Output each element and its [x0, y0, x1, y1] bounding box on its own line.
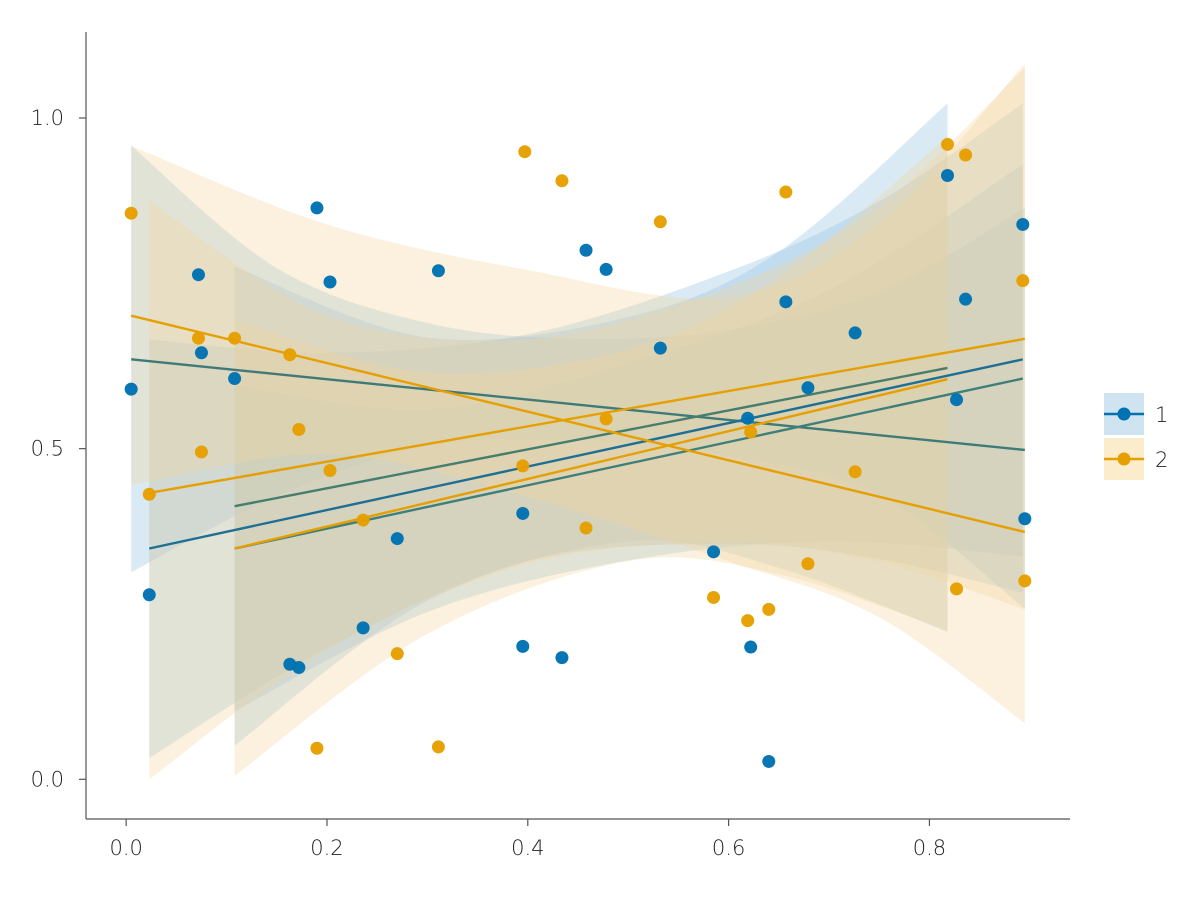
- series-2-point-15: [555, 174, 569, 188]
- series-1-point-15: [555, 651, 569, 665]
- series-1-point-8: [310, 201, 324, 215]
- series-2-point-18: [653, 215, 667, 229]
- series-1-point-30: [1018, 512, 1032, 526]
- series-1-point-23: [779, 295, 793, 309]
- series-2-point-22: [762, 602, 776, 616]
- x-tick-label-4: 0.6: [712, 836, 745, 860]
- series-1-point-27: [950, 393, 964, 407]
- series-1-point-10: [356, 621, 370, 635]
- series-2-point-3: [191, 331, 205, 345]
- series-2-point-29: [1016, 274, 1030, 288]
- series-1-point-9: [323, 275, 337, 289]
- series-2-point-24: [801, 557, 815, 571]
- y-tick-label-2: 0.5: [31, 437, 64, 461]
- series-2-point-2: [142, 487, 156, 501]
- series-1-point-7: [292, 661, 306, 675]
- series-1-confidence-band-1: [131, 145, 1025, 609]
- series-2-point-14: [518, 145, 532, 159]
- series-1-point-19: [707, 545, 721, 559]
- series-2-point-27: [950, 582, 964, 596]
- x-tick-label-1: 0.0: [109, 836, 142, 860]
- series-2-fit-line-3: [234, 378, 948, 550]
- series-2-point-17: [599, 412, 613, 426]
- tick-labels: 0.0 0.2 0.4 0.6 0.8 0.0 0.5 1.0: [31, 106, 947, 860]
- series-1-point-26: [941, 169, 955, 183]
- series-2-point-13: [516, 459, 530, 473]
- x-tick-label-2: 0.2: [310, 836, 343, 860]
- y-tick-label-3: 1.0: [31, 106, 64, 130]
- series-1-point-3: [191, 268, 205, 282]
- series-1-point-20: [741, 411, 755, 425]
- series-1-point-18: [653, 341, 667, 355]
- series-2-point-4: [194, 445, 208, 459]
- series-2-point-7: [292, 422, 306, 436]
- series-2-point-1: [124, 206, 138, 220]
- series-1-point-28: [959, 292, 973, 306]
- series-2-point-8: [310, 741, 324, 755]
- series-1-confidence-band-3: [234, 103, 948, 746]
- x-tick-label-3: 0.4: [511, 836, 544, 860]
- series-2-point-6: [283, 348, 297, 362]
- series-2-point-19: [707, 590, 721, 604]
- data-points: [124, 137, 1032, 768]
- axes: [85, 32, 1070, 820]
- series-1-point-21: [744, 640, 758, 654]
- series-2-point-10: [356, 513, 370, 527]
- series-2-point-21: [744, 425, 758, 439]
- series-2-point-23: [779, 185, 793, 199]
- series-2-point-28: [959, 148, 973, 162]
- series-1-confidence-band-2: [149, 103, 1023, 759]
- series-1-point-25: [848, 326, 862, 340]
- series-2-point-11: [390, 647, 404, 661]
- series-2-point-20: [741, 614, 755, 628]
- series-2-point-5: [228, 331, 242, 345]
- series-1-fit-line-3: [234, 366, 948, 508]
- series-1-confidence-band-4: [234, 164, 1023, 712]
- series-2-fit-line-1: [130, 314, 1026, 534]
- series-1-point-12: [431, 264, 445, 278]
- series-1-point-11: [390, 532, 404, 546]
- y-tick-label-1: 0.0: [31, 767, 64, 791]
- series-2-fit-line-2: [149, 337, 1026, 495]
- series-1-point-22: [762, 754, 776, 768]
- confidence-bands: [131, 63, 1025, 780]
- series-2-point-30: [1018, 574, 1032, 588]
- series-1-fit-line-2: [149, 358, 1024, 550]
- series-2-confidence-band-2: [149, 67, 1025, 780]
- series-2-point-12: [431, 740, 445, 754]
- series-1-point-29: [1016, 217, 1030, 231]
- legend: 12: [1104, 393, 1168, 480]
- series-1-point-1: [124, 382, 138, 396]
- series-2-confidence-band-1: [131, 63, 1025, 724]
- x-tick-label-5: 0.8: [913, 836, 946, 860]
- series-2-point-16: [579, 521, 593, 535]
- series-1-point-4: [194, 346, 208, 360]
- series-1-point-2: [142, 588, 156, 602]
- series-2-point-25: [848, 465, 862, 479]
- series-2-confidence-band-3: [234, 136, 948, 777]
- series-1-fit-line-1: [131, 358, 1025, 452]
- legend-swatch-marker-2: [1117, 452, 1131, 466]
- legend-swatch-marker-1: [1117, 407, 1131, 421]
- series-1-point-14: [516, 639, 530, 653]
- legend-label-1: 1: [1155, 403, 1168, 427]
- series-2-point-26: [941, 137, 955, 151]
- series-1-point-16: [579, 243, 593, 257]
- series-2-point-9: [323, 463, 337, 477]
- series-1-point-13: [516, 506, 530, 520]
- series-1-point-24: [801, 381, 815, 395]
- series-1-point-17: [599, 262, 613, 276]
- legend-label-2: 2: [1155, 448, 1168, 472]
- series-1-point-5: [228, 372, 242, 386]
